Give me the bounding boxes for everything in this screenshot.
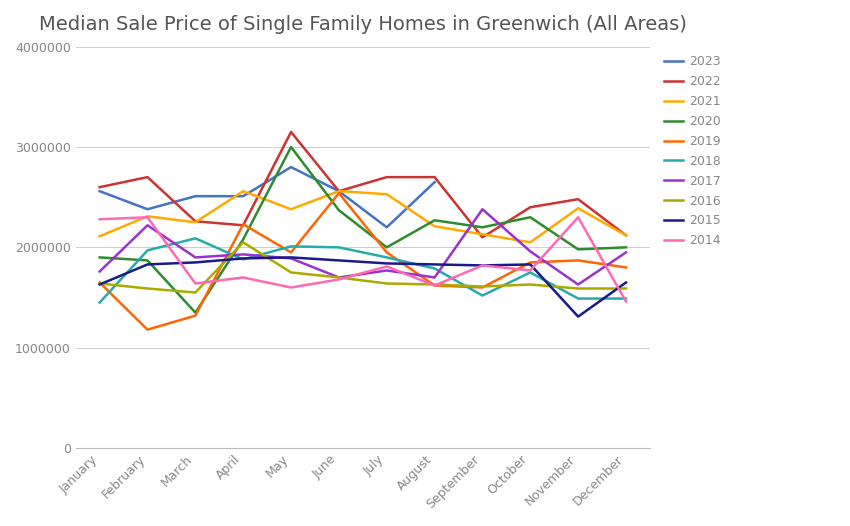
- Title: Median Sale Price of Single Family Homes in Greenwich (All Areas): Median Sale Price of Single Family Homes…: [39, 15, 687, 34]
- Legend: 2023, 2022, 2021, 2020, 2019, 2018, 2017, 2016, 2015, 2014: 2023, 2022, 2021, 2020, 2019, 2018, 2017…: [662, 53, 723, 250]
